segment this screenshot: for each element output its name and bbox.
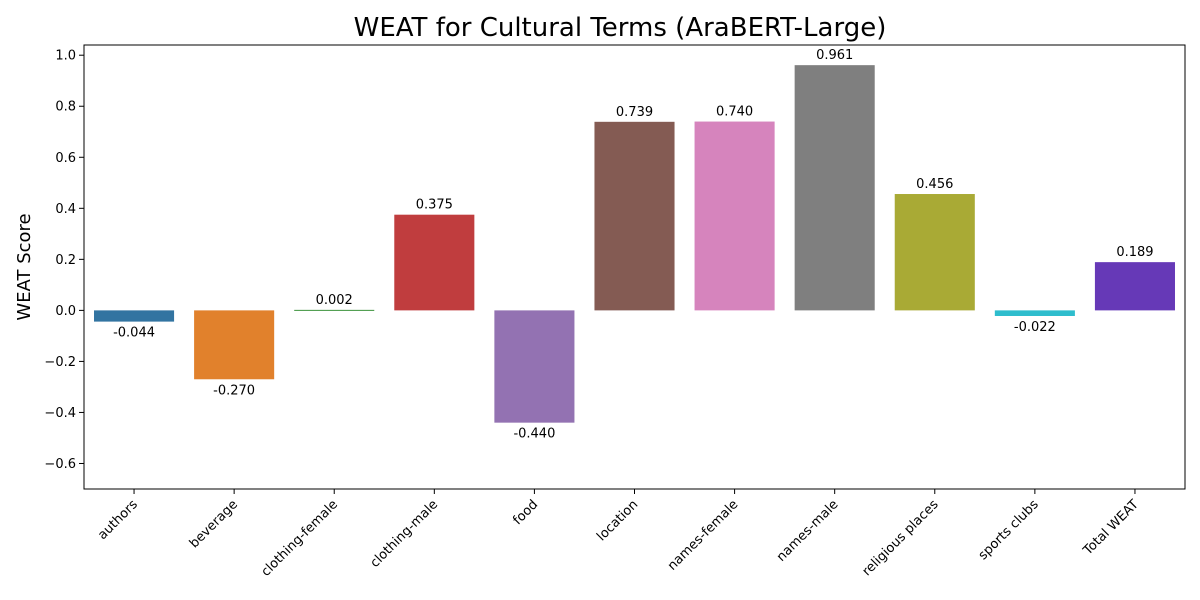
- x-tick-label-8: religious places: [860, 497, 942, 579]
- x-tick-label-5: location: [594, 497, 641, 544]
- data-label-4: -0.440: [513, 427, 555, 442]
- y-tick-label-8: 1.0: [55, 49, 76, 64]
- plot-frame: [83, 44, 1186, 490]
- x-tick-label-7: names-male: [774, 497, 842, 565]
- y-axis-label: WEAT Score: [14, 213, 35, 320]
- y-tick-label-7: 0.8: [55, 100, 76, 115]
- x-tick-label-4: food: [510, 497, 541, 528]
- bar-3: [394, 214, 475, 311]
- bars-group: [94, 65, 1175, 423]
- bar-4: [494, 310, 575, 423]
- data-label-9: -0.022: [1014, 320, 1056, 335]
- bar-7: [794, 65, 875, 311]
- bar-2: [294, 309, 375, 311]
- y-tick-label-2: −0.2: [44, 355, 76, 370]
- y-tick-label-5: 0.4: [55, 202, 76, 217]
- bar-6: [694, 121, 775, 311]
- x-tick-label-9: sports clubs: [976, 497, 1042, 563]
- chart-title: WEAT for Cultural Terms (AraBERT-Large): [354, 13, 887, 43]
- y-tick-label-6: 0.6: [55, 151, 76, 166]
- bar-5: [594, 121, 675, 311]
- y-tick-label-0: −0.6: [44, 457, 76, 472]
- data-label-2: 0.002: [316, 293, 353, 308]
- x-tick-label-0: authors: [95, 497, 141, 543]
- x-tick-label-6: names-female: [665, 497, 741, 573]
- bar-8: [894, 194, 975, 311]
- x-ticks-group: authors beverage clothing-female clothing-m…: [95, 489, 1142, 580]
- y-ticks-group: −0.6 −0.4 −0.2 0.0 0.2 0.4 0.6 0.8 1.0: [44, 49, 84, 472]
- x-tick-label-1: beverage: [187, 497, 241, 551]
- data-label-7: 0.961: [816, 48, 853, 63]
- data-label-0: -0.044: [113, 326, 155, 341]
- y-tick-label-4: 0.2: [55, 253, 76, 268]
- bar-0: [94, 310, 175, 322]
- bar-9: [994, 310, 1075, 316]
- data-label-5: 0.739: [616, 105, 653, 120]
- y-tick-label-1: −0.4: [44, 406, 76, 421]
- bar-10: [1094, 262, 1175, 311]
- data-label-10: 0.189: [1116, 245, 1153, 260]
- y-tick-label-3: 0.0: [55, 304, 76, 319]
- bar-1: [194, 310, 275, 380]
- x-tick-label-3: clothing-male: [368, 497, 442, 571]
- data-label-1: -0.270: [213, 383, 255, 398]
- data-label-8: 0.456: [916, 177, 953, 192]
- x-tick-label-10: Total WEAT: [1080, 497, 1142, 559]
- data-label-3: 0.375: [416, 198, 453, 213]
- x-tick-label-2: clothing-female: [259, 497, 341, 579]
- data-labels-group: -0.044 -0.270 0.002 0.375 -0.440 0.739 0.740 0.…: [113, 48, 1153, 441]
- data-label-6: 0.740: [716, 105, 753, 120]
